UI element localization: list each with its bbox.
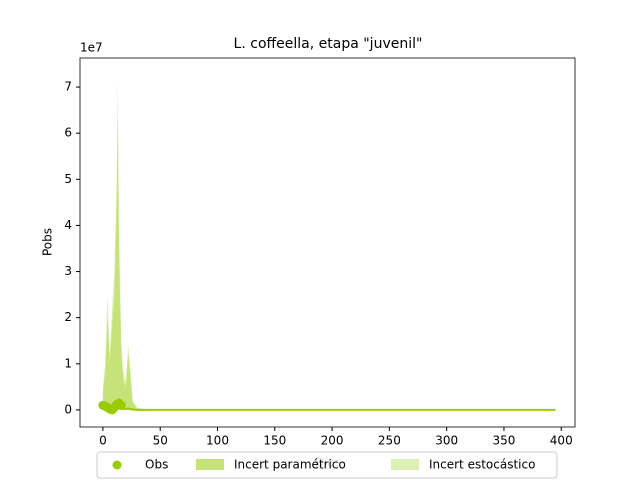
x-tick-label: 250 [378, 434, 401, 448]
x-tick-label: 350 [493, 434, 516, 448]
y-tick-label: 4 [64, 218, 72, 232]
legend-label: Incert estocástico [429, 458, 535, 472]
y-tick-label: 5 [64, 172, 72, 186]
y-tick-label: 2 [64, 310, 72, 324]
legend-marker [112, 460, 122, 470]
legend-label: Incert paramétrico [234, 458, 346, 472]
legend-swatch [391, 459, 419, 470]
y-axis-label: Pobs [41, 228, 55, 256]
legend-label: Obs [145, 458, 168, 472]
x-tick-label: 400 [550, 434, 573, 448]
y-tick-label: 1 [64, 356, 72, 370]
y-tick-label: 7 [64, 80, 72, 94]
x-tick-label: 200 [321, 434, 344, 448]
obs-point [116, 400, 126, 410]
y-tick-label: 0 [64, 402, 72, 416]
x-tick-label: 300 [435, 434, 458, 448]
plot-frame [79, 57, 576, 428]
uncertainty-band [102, 119, 556, 410]
median-line [102, 403, 556, 411]
y-offset-label: 1e7 [80, 41, 103, 55]
y-tick-label: 3 [64, 264, 72, 278]
legend-swatch [196, 459, 224, 470]
x-tick-label: 150 [263, 434, 286, 448]
uncertainty-band [102, 77, 556, 410]
x-tick-label: 0 [99, 434, 107, 448]
x-tick-label: 50 [153, 434, 168, 448]
legend-box [96, 451, 558, 479]
chart-title: L. coffeella, etapa "juvenil" [234, 36, 423, 52]
y-tick-label: 6 [64, 126, 72, 140]
x-tick-label: 100 [206, 434, 229, 448]
